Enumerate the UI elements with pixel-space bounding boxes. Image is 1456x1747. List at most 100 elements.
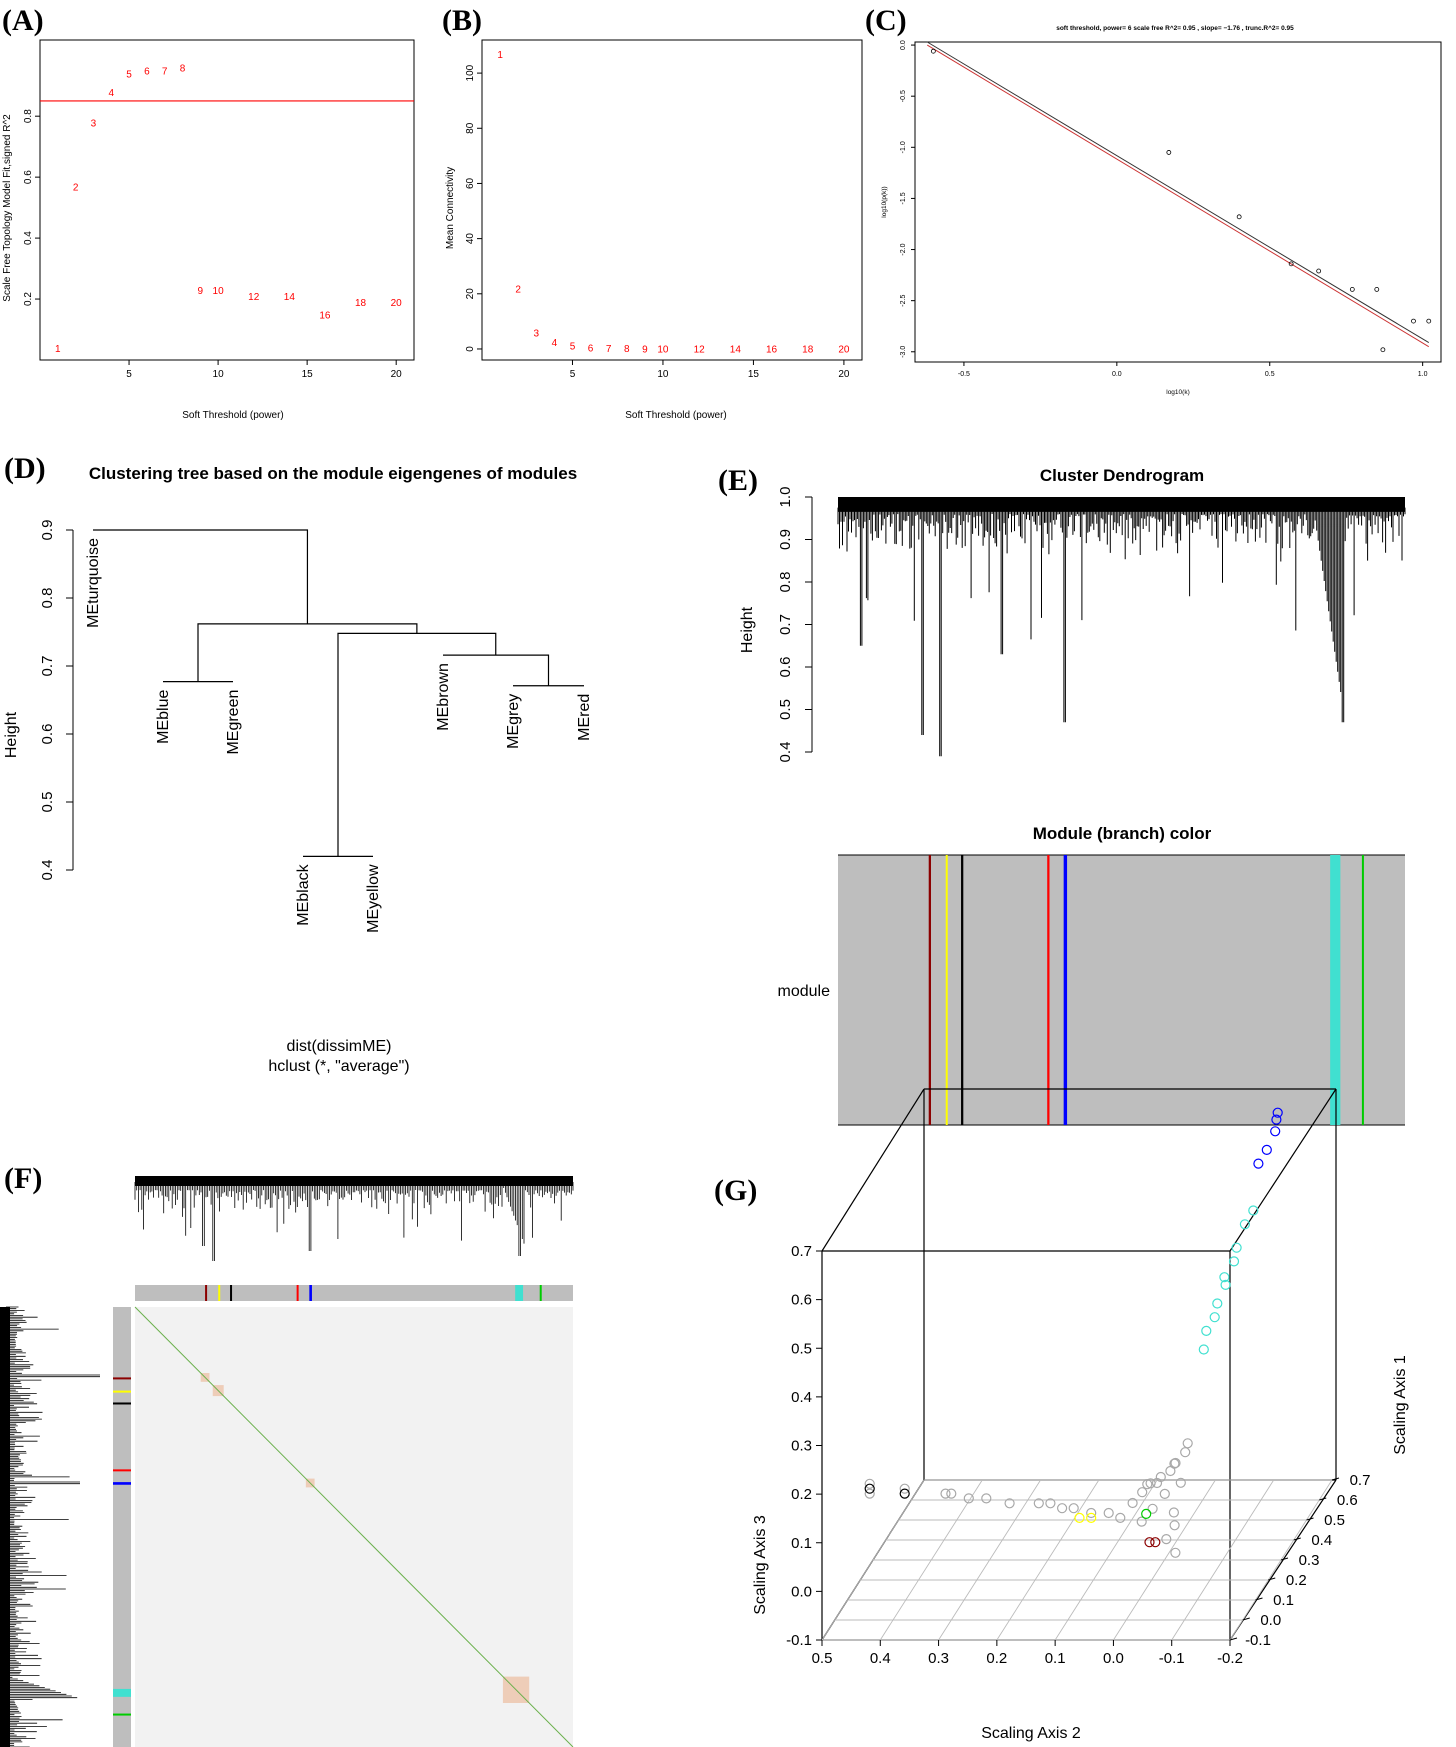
- fit-line-red: [926, 44, 1430, 348]
- point-grey: [1127, 1497, 1138, 1509]
- x-tick-label: 5: [570, 369, 576, 380]
- point-grey: [1103, 1507, 1114, 1519]
- y-tick-label: 0.6: [777, 657, 794, 678]
- top-colorbar-blue: [309, 1285, 312, 1301]
- y-tick-label: 0.2: [23, 292, 34, 306]
- data-point: [930, 48, 936, 54]
- top-colorbar-yellow: [218, 1285, 221, 1301]
- panel-g-label: (G): [714, 1174, 757, 1207]
- panel-g-marks: 0.5 0.4 0.3 0.2 0.1 0.0 -0.1 -0.2-0.10.00.10.20…: [786, 1088, 1371, 1667]
- panel-e-title: Cluster Dendrogram: [1040, 466, 1204, 485]
- module-stripe-red: [1047, 855, 1050, 1125]
- panel-a-ylabel: Scale Free Topology Model Fit,signed R^2: [2, 114, 13, 302]
- left-colorbar-green: [113, 1713, 131, 1716]
- panel-e-ylabel: Height: [739, 606, 756, 653]
- point-grey: [1086, 1507, 1097, 1519]
- data-point-label: 5: [126, 70, 132, 81]
- panel-d-caption-2: hclust (*, "average"): [268, 1058, 409, 1075]
- axis3-tick-label: 0.1: [791, 1535, 812, 1552]
- axis3-tick-label: 0.5: [791, 1340, 812, 1357]
- point-grey: [899, 1483, 910, 1494]
- axis1-tick-mark: [1306, 1517, 1314, 1521]
- data-point-label: 4: [108, 88, 114, 99]
- point-grey: [1182, 1438, 1193, 1449]
- top-colorbar-red: [296, 1285, 299, 1301]
- data-point: [1236, 214, 1242, 220]
- panel-c-xlabel: log10(k): [1166, 389, 1189, 396]
- x-tick-label: 20: [838, 369, 850, 380]
- y-tick-label: -2.5: [900, 295, 907, 307]
- y-tick-label: 100: [465, 64, 476, 81]
- dendrogram-branch: [93, 529, 309, 624]
- point-turquoise: [1220, 1279, 1231, 1291]
- x-tick-label: 10: [213, 369, 225, 380]
- left-colorbar-red: [113, 1469, 131, 1472]
- axis3-tick-label: 0.7: [791, 1243, 812, 1260]
- point-turquoise: [1201, 1325, 1212, 1337]
- panel-c-ylabel: log10(p(k)): [881, 186, 888, 217]
- y-tick-label: 0.7: [777, 614, 794, 635]
- y-tick-label: 0.7: [39, 656, 56, 677]
- data-point-label: 18: [355, 298, 367, 309]
- panel-f-label: (F): [4, 1162, 42, 1195]
- axis1-tick-mark: [1268, 1577, 1276, 1581]
- y-tick-label: 0.5: [777, 699, 794, 720]
- panel-g-xlabel: Scaling Axis 2: [981, 1725, 1081, 1742]
- dendrogram-branch: [197, 623, 418, 682]
- point-grey: [1147, 1503, 1158, 1514]
- data-point-label: 16: [766, 345, 778, 356]
- point-grey: [1170, 1547, 1181, 1558]
- left-colorbar-yellow: [113, 1390, 131, 1393]
- y-tick-label: 0: [465, 346, 476, 352]
- y-tick-label: 0.6: [23, 170, 34, 184]
- y-tick-label: 20: [465, 288, 476, 300]
- y-tick-label: -1.5: [900, 192, 907, 204]
- axis1-tick-mark: [1255, 1597, 1263, 1601]
- axis1-tick-label: -0.1: [1245, 1632, 1271, 1649]
- axis1-tick-mark: [1242, 1617, 1250, 1621]
- panel-c: (C) soft threshold, power= 6 scale free …: [865, 4, 1442, 396]
- x-tick-label: 1.0: [1418, 371, 1428, 378]
- data-point-label: 5: [570, 342, 576, 353]
- point-turquoise: [1231, 1242, 1242, 1253]
- y-tick-label: 0.8: [39, 588, 56, 609]
- axis1-tick-label: 0.3: [1299, 1552, 1320, 1569]
- y-tick-label: 0.4: [23, 231, 34, 245]
- point-grey: [1145, 1478, 1156, 1489]
- x-tick-label: 15: [302, 369, 314, 380]
- module-stripe-blue: [1063, 855, 1068, 1125]
- panel-e-colorbar-title: Module (branch) color: [1033, 824, 1212, 843]
- panel-c-marks: -0.5 0.0 0.5 1.0 0.0 -0.5 -1.0 -1.5 -2.0 -2.5 -3.0: [900, 40, 1432, 378]
- panel-d-label: (D): [4, 452, 46, 485]
- module-stripe-yellow: [945, 855, 948, 1125]
- axis1-tick-label: 0.4: [1311, 1532, 1332, 1549]
- point-grey: [981, 1493, 992, 1504]
- point-turquoise: [1219, 1272, 1230, 1283]
- data-point-label: 20: [838, 345, 850, 356]
- axis1-tick-label: 0.6: [1337, 1492, 1358, 1509]
- y-tick-label: 0.8: [777, 572, 794, 593]
- data-point-label: 9: [642, 344, 648, 355]
- data-point-label: 3: [534, 328, 540, 339]
- box-edge: [821, 1088, 925, 1252]
- data-point-label: 18: [802, 345, 814, 356]
- point-black: [864, 1483, 875, 1494]
- top-colorbar-black: [230, 1285, 233, 1301]
- data-point-label: 20: [391, 298, 403, 309]
- point-grey: [1168, 1507, 1180, 1518]
- y-tick-label: 0.9: [777, 529, 794, 550]
- data-point-label: 10: [213, 286, 225, 297]
- axis3-tick-label: -0.1: [786, 1632, 812, 1649]
- panel-g: (G) 0.5 0.4 0.3 0.2 0.1 0.0 -0.1 -0.2-0.10.00.1…: [714, 1088, 1409, 1742]
- data-point: [1374, 287, 1380, 292]
- axis1-tick-label: 0.7: [1350, 1472, 1371, 1489]
- y-tick-label: 0.0: [900, 40, 907, 50]
- panel-c-title: soft threshold, power= 6 scale free R^2=…: [1056, 24, 1294, 32]
- panel-f-marks: [0, 1176, 574, 1747]
- point-darkred: [1150, 1537, 1161, 1548]
- point-grey: [1175, 1477, 1186, 1488]
- top-colorbar-darkred: [205, 1285, 208, 1301]
- data-point-label: 3: [91, 118, 97, 129]
- x-tick-label: 15: [748, 369, 760, 380]
